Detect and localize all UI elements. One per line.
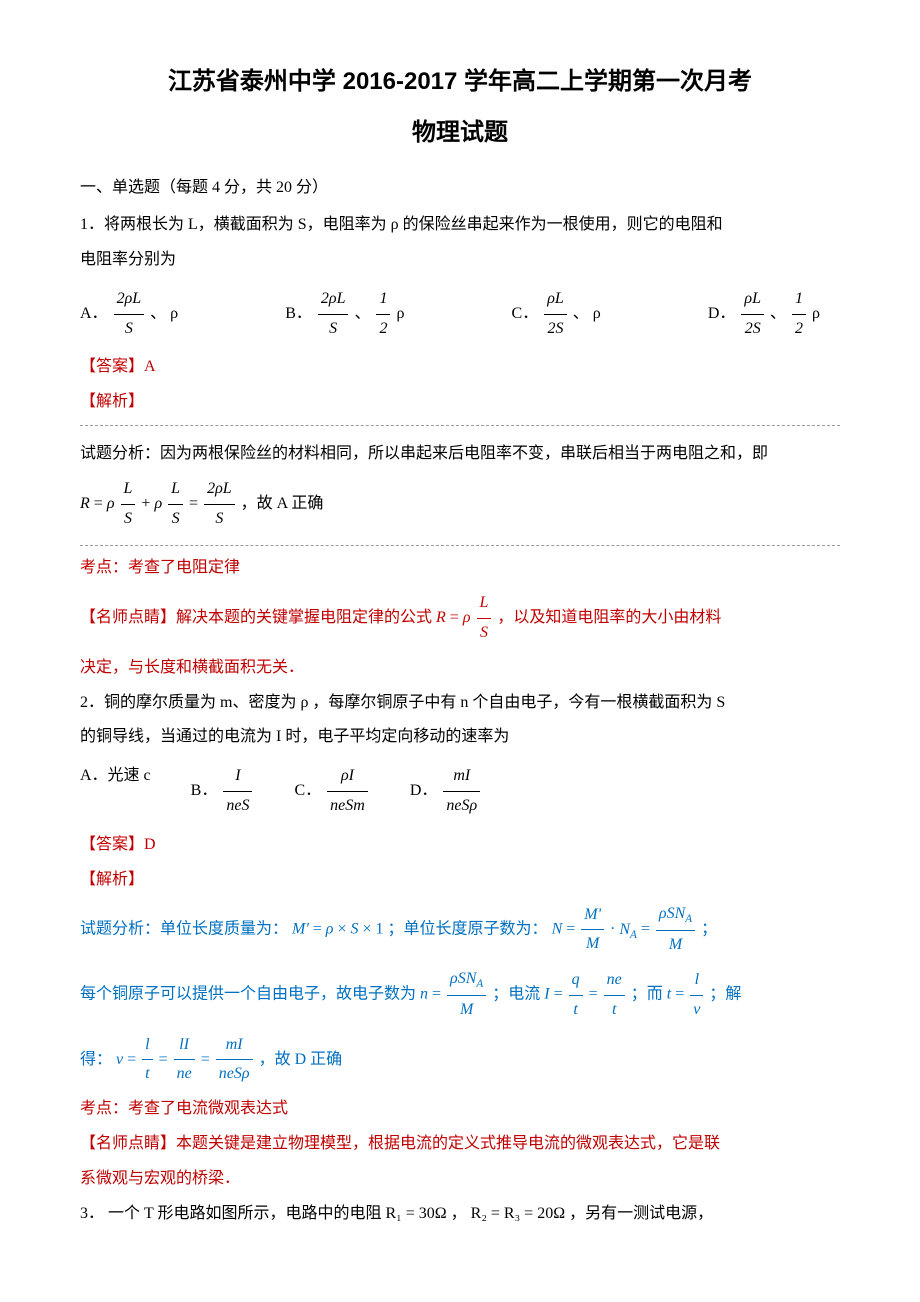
fraction: ρL2S bbox=[741, 285, 764, 344]
fraction: IneS bbox=[223, 762, 252, 821]
q2-options: A．光速 c B． IneS C． ρIneSm D． mIneSρ bbox=[80, 762, 840, 821]
q1-option-a: A． 2ρLS 、 ρ bbox=[80, 285, 178, 344]
q1-analysis-text: 试题分析：因为两根保险丝的材料相同，所以串起来后电阻率不变，串联后相当于两电阻之… bbox=[80, 440, 840, 469]
q2-option-c: C． ρIneSm bbox=[294, 762, 369, 821]
q1-option-b: B． 2ρLS 、 12 ρ bbox=[285, 285, 404, 344]
q1-analysis-box: 试题分析：因为两根保险丝的材料相同，所以串起来后电阻率不变，串联后相当于两电阻之… bbox=[80, 425, 840, 546]
q1-tip-line2: 决定，与长度和横截面积无关． bbox=[80, 654, 840, 683]
fraction: ρIneSm bbox=[327, 762, 368, 821]
fraction: 2ρLS bbox=[114, 285, 145, 344]
q1-stem-line2: 电阻率分别为 bbox=[80, 246, 840, 275]
q1-analysis-label: 【解析】 bbox=[80, 388, 840, 417]
q1-answer: 【答案】A bbox=[80, 353, 840, 382]
q1-options: A． 2ρLS 、 ρ B． 2ρLS 、 12 ρ C． ρL2S 、 ρ D… bbox=[80, 285, 840, 344]
q2-analysis-label: 【解析】 bbox=[80, 866, 840, 895]
fraction: ρL2S bbox=[544, 285, 567, 344]
q2-option-a: A．光速 c bbox=[80, 762, 151, 821]
q2-option-d: D． mIneSρ bbox=[410, 762, 482, 821]
fraction: 12 bbox=[376, 285, 390, 344]
exam-title: 江苏省泰州中学 2016-2017 学年高二上学期第一次月考 bbox=[80, 60, 840, 103]
fraction: 2ρLS bbox=[318, 285, 349, 344]
section-1-header: 一、单选题（每题 4 分，共 20 分） bbox=[80, 174, 840, 203]
q2-tip-line1: 【名师点睛】本题关键是建立物理模型，根据电流的定义式推导电流的微观表达式，它是联 bbox=[80, 1130, 840, 1159]
q2-topic: 考点：考查了电流微观表达式 bbox=[80, 1095, 840, 1124]
q1-topic: 考点：考查了电阻定律 bbox=[80, 554, 840, 583]
q2-analysis-line3: 得： v = lt = lIne = mIneSρ ，故 D 正确 bbox=[80, 1031, 840, 1090]
q1-analysis-equation: R = ρ LS + ρ LS = 2ρLS ，故 A 正确 bbox=[80, 475, 840, 534]
q2-tip-line2: 系微观与宏观的桥梁． bbox=[80, 1165, 840, 1194]
exam-subtitle: 物理试题 bbox=[80, 111, 840, 154]
q1-stem-line1: 1．将两根长为 L，横截面积为 S，电阻率为 ρ 的保险丝串起来作为一根使用，则… bbox=[80, 211, 840, 240]
q2-analysis-line2: 每个铜原子可以提供一个自由电子，故电子数为 n = ρSNAM ；电流 I = … bbox=[80, 965, 840, 1024]
q2-stem-line2: 的铜导线，当通过的电流为 I 时，电子平均定向移动的速率为 bbox=[80, 723, 840, 752]
q2-analysis-line1: 试题分析：单位长度质量为： M' = ρ × S × 1 ；单位长度原子数为： … bbox=[80, 900, 840, 959]
q1-option-c: C． ρL2S 、 ρ bbox=[512, 285, 601, 344]
q2-option-b: B． IneS bbox=[191, 762, 255, 821]
q2-answer: 【答案】D bbox=[80, 831, 840, 860]
q1-tip-line1: 【名师点睛】解决本题的关键掌握电阻定律的公式 R = ρ LS ，以及知道电阻率… bbox=[80, 589, 840, 648]
fraction: 12 bbox=[792, 285, 806, 344]
q1-option-d: D． ρL2S 、 12 ρ bbox=[708, 285, 820, 344]
fraction: mIneSρ bbox=[443, 762, 480, 821]
q3-stem: 3． 一个 T 形电路如图所示，电路中的电阻 R₁ = 30Ω ， R₂ = R… bbox=[80, 1200, 840, 1229]
q2-stem-line1: 2．铜的摩尔质量为 m、密度为 ρ ，每摩尔铜原子中有 n 个自由电子，今有一根… bbox=[80, 689, 840, 718]
